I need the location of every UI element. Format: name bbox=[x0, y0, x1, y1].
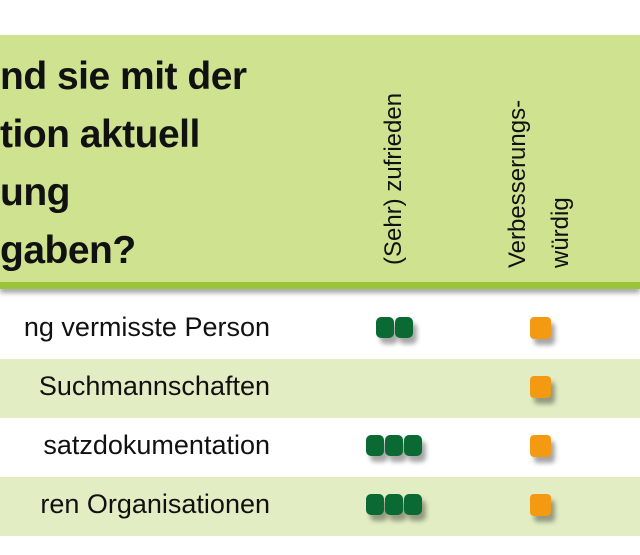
improvable-mark bbox=[530, 435, 551, 457]
satisfied-mark bbox=[385, 435, 403, 456]
question-title: nd sie mit der tion aktuell ung gaben? bbox=[0, 48, 247, 280]
row-label: ng vermisste Person bbox=[23, 312, 270, 342]
satisfied-mark bbox=[394, 317, 413, 338]
column-header-improvable-line2: würdig bbox=[547, 197, 574, 268]
row-label: ren Organisationen bbox=[40, 489, 270, 519]
title-line: gaben? bbox=[0, 229, 136, 272]
table-row: Suchmannschaften bbox=[0, 359, 640, 418]
row-label: satzdokumentation bbox=[43, 430, 270, 460]
satisfied-marks bbox=[366, 435, 422, 456]
improvable-mark bbox=[530, 494, 551, 516]
header-divider bbox=[0, 282, 640, 289]
column-header-improvable-line1: Verbesserungs- bbox=[504, 99, 531, 268]
table-row: satzdokumentation bbox=[0, 418, 640, 477]
title-line: ung bbox=[0, 171, 70, 214]
satisfied-mark bbox=[404, 435, 422, 456]
row-label: Suchmannschaften bbox=[38, 371, 270, 401]
improvable-mark bbox=[530, 317, 551, 339]
table-row: ng vermisste Person bbox=[0, 300, 640, 359]
satisfied-mark bbox=[385, 494, 403, 515]
satisfied-mark bbox=[366, 494, 384, 515]
column-header-satisfied: (Sehr) zufrieden bbox=[380, 92, 407, 265]
satisfied-mark bbox=[404, 494, 422, 515]
table-row: ren Organisationen bbox=[0, 477, 640, 536]
improvable-mark bbox=[530, 376, 551, 398]
satisfied-mark bbox=[375, 317, 394, 338]
title-line: nd sie mit der bbox=[0, 55, 247, 98]
header-band bbox=[0, 35, 640, 283]
satisfied-mark bbox=[366, 435, 384, 456]
satisfied-marks bbox=[375, 317, 413, 338]
title-line: tion aktuell bbox=[0, 113, 200, 156]
satisfied-marks bbox=[366, 494, 422, 515]
